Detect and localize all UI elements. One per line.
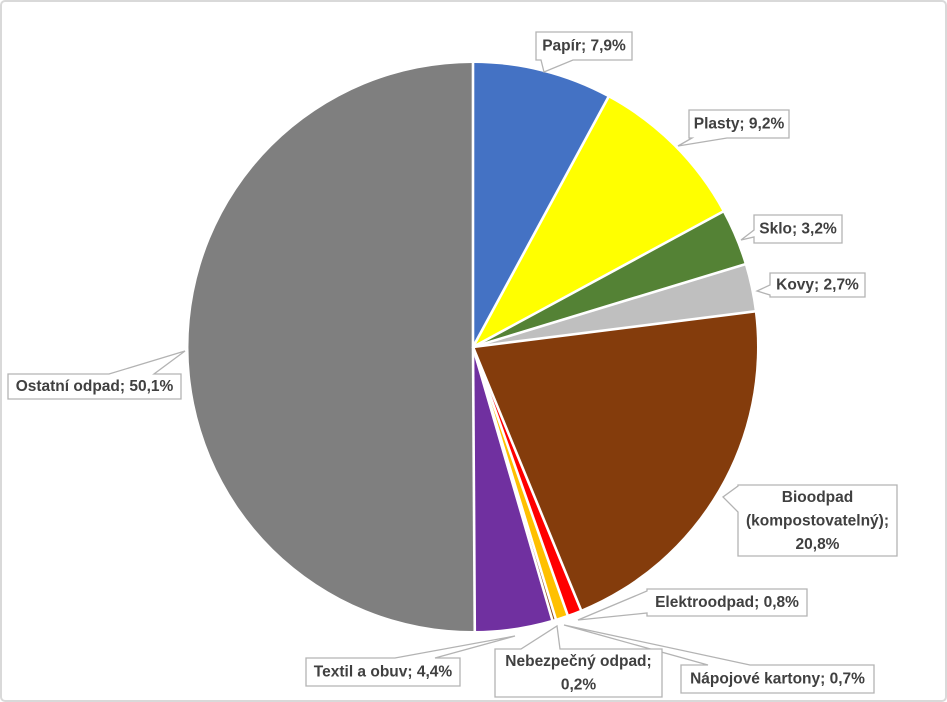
svg-text:(kompostovatelný);: (kompostovatelný); (746, 513, 889, 530)
svg-text:Nápojové kartony; 0,7%: Nápojové kartony; 0,7% (690, 671, 865, 688)
svg-text:Kovy; 2,7%: Kovy; 2,7% (776, 277, 859, 294)
svg-text:Plasty; 9,2%: Plasty; 9,2% (694, 116, 785, 133)
svg-text:Nebezpečný odpad;: Nebezpečný odpad; (505, 653, 651, 670)
svg-text:Ostatní odpad; 50,1%: Ostatní odpad; 50,1% (16, 378, 174, 395)
svg-text:20,8%: 20,8% (796, 536, 840, 553)
svg-text:Textil a obuv; 4,4%: Textil a obuv; 4,4% (314, 664, 453, 681)
svg-text:Bioodpad: Bioodpad (782, 489, 853, 506)
svg-text:0,2%: 0,2% (561, 677, 597, 694)
svg-text:Papír; 7,9%: Papír; 7,9% (542, 38, 626, 55)
svg-text:Sklo; 3,2%: Sklo; 3,2% (759, 221, 837, 238)
svg-text:Elektroodpad; 0,8%: Elektroodpad; 0,8% (655, 594, 799, 611)
